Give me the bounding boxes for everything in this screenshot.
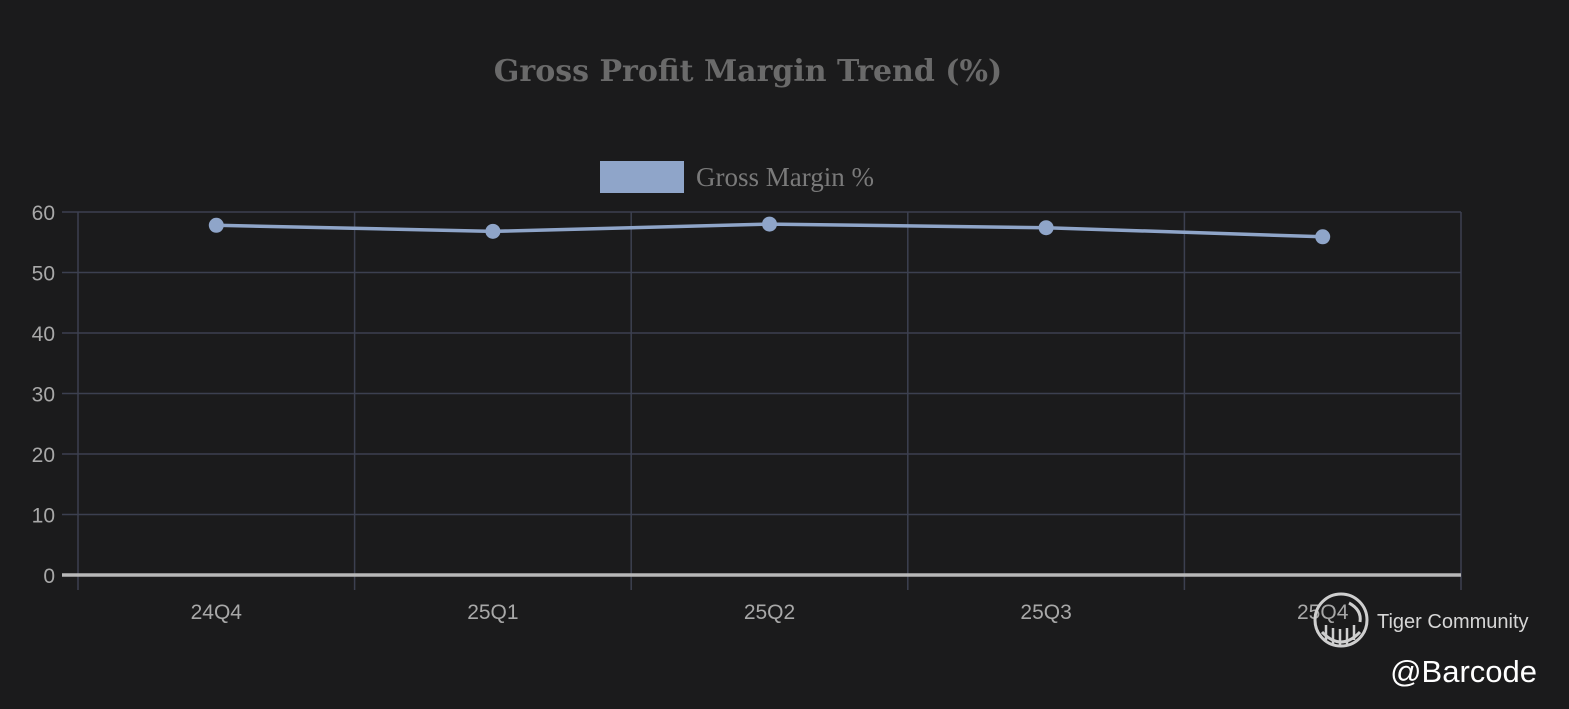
data-point-25Q4[interactable]	[1315, 229, 1331, 245]
x-tick-label: 25Q1	[467, 601, 518, 624]
data-point-25Q1[interactable]	[485, 223, 501, 239]
legend-label: Gross Margin %	[696, 162, 874, 192]
watermark: Tiger Community @Barcode	[1313, 592, 1537, 689]
chart-title: Gross Profit Margin Trend (%)	[494, 54, 1002, 89]
y-tick-label: 40	[32, 323, 55, 346]
data-point-25Q2[interactable]	[762, 216, 777, 232]
watermark-brand: Tiger Community	[1377, 611, 1529, 633]
legend[interactable]: Gross Margin %	[600, 161, 874, 193]
x-tick-label: 25Q3	[1020, 601, 1071, 624]
data-point-25Q3[interactable]	[1038, 220, 1054, 236]
data-point-24Q4[interactable]	[208, 217, 224, 233]
watermark-handle: @Barcode	[1390, 654, 1537, 689]
x-tick-label: 24Q4	[191, 601, 243, 624]
x-tick-label: 25Q2	[744, 601, 795, 624]
y-tick-label: 10	[32, 505, 55, 528]
y-tick-label: 60	[32, 202, 55, 225]
y-axis-ticks: 0 10 20 30 40 50 60	[32, 202, 55, 588]
x-axis-ticks: 24Q4 25Q1 25Q2 25Q3 25Q4	[191, 601, 1349, 624]
y-tick-label: 20	[32, 444, 55, 467]
legend-swatch	[600, 161, 684, 193]
y-tick-label: 30	[32, 384, 55, 407]
y-tick-label: 50	[32, 263, 55, 286]
y-tick-label: 0	[43, 565, 55, 588]
x-tick-label: 25Q4	[1297, 601, 1349, 624]
tiger-logo-icon	[1313, 592, 1369, 648]
series-gross-margin	[208, 216, 1331, 245]
grid	[62, 211, 1462, 590]
